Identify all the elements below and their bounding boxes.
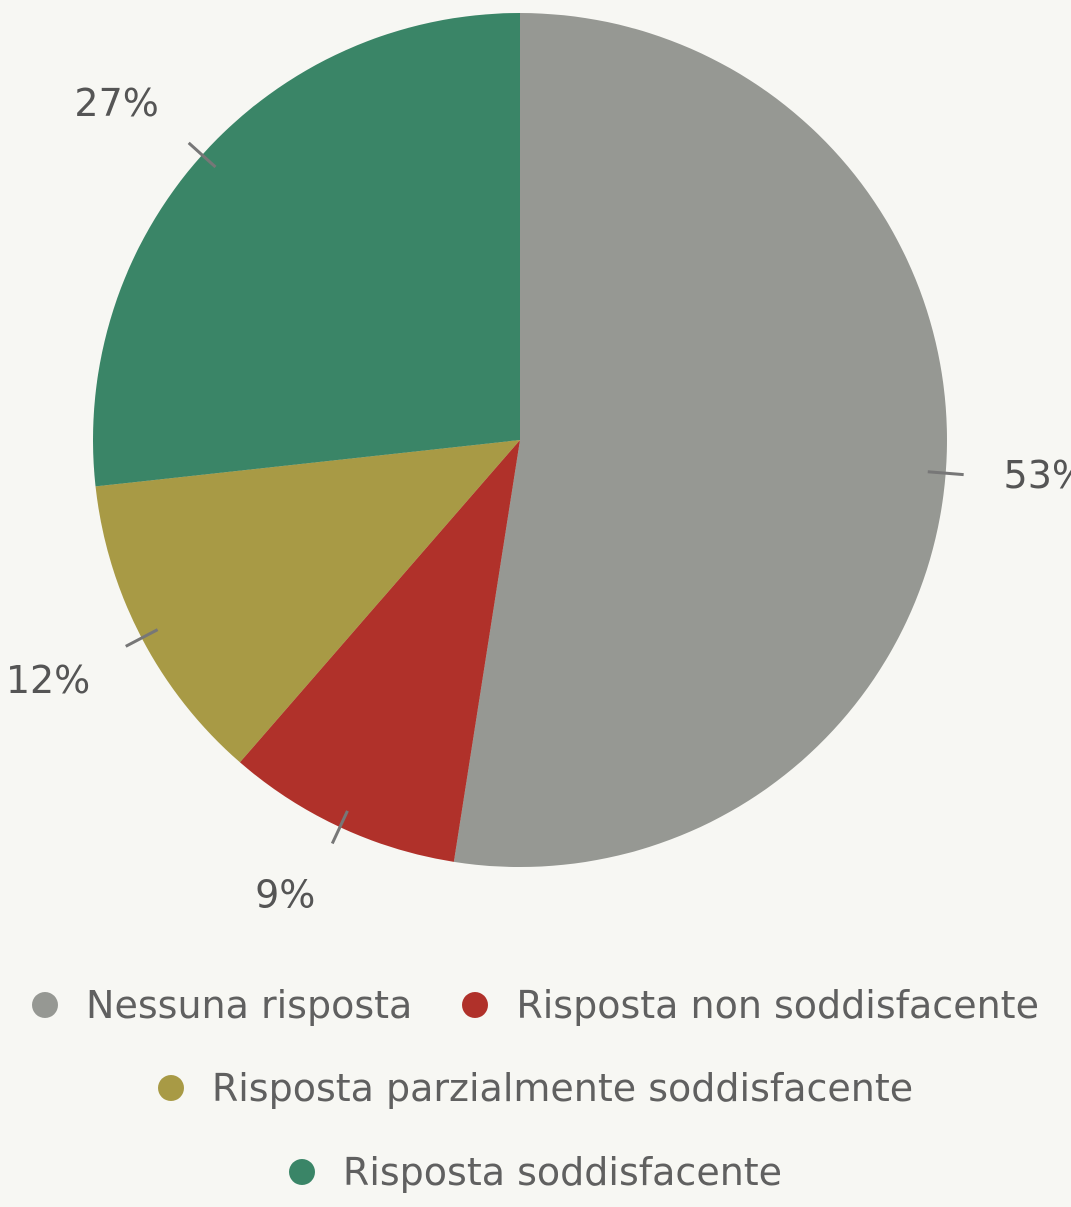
legend-row-2: Risposta parzialmente soddisfacente xyxy=(0,1053,1071,1123)
legend-swatch-risposta-parzialmente-soddisfacente xyxy=(157,1075,184,1101)
slice-label-risposta-soddisfacente: 27% xyxy=(74,81,158,125)
leader-line-risposta-non-soddisfacente xyxy=(330,810,349,845)
pie-chart-svg: 53% 9% 12% 27% xyxy=(6,13,1071,917)
legend-item-risposta-soddisfacente: Risposta soddisfacente xyxy=(288,1150,783,1194)
slice-label-nessuna-risposta: 53% xyxy=(1004,453,1071,497)
legend-label-risposta-non-soddisfacente: Risposta non soddisfacente xyxy=(516,983,1039,1027)
leader-line-nessuna-risposta xyxy=(927,470,964,477)
legend-row-1: Nessuna risposta Risposta non soddisface… xyxy=(0,970,1071,1040)
legend-swatch-nessuna-risposta xyxy=(32,992,59,1018)
legend-row-3: Risposta soddisfacente xyxy=(0,1137,1071,1207)
pie-slice-risposta-non-soddisfacente xyxy=(239,440,520,862)
slice-label-risposta-non-soddisfacente: 9% xyxy=(255,873,315,917)
legend-swatch-risposta-non-soddisfacente xyxy=(462,992,489,1018)
pie-slice-nessuna-risposta xyxy=(453,13,948,867)
pie-slice-risposta-soddisfacente xyxy=(92,13,520,487)
legend-item-nessuna-risposta: Nessuna risposta xyxy=(32,983,412,1027)
leader-line-risposta-soddisfacente xyxy=(187,141,217,169)
legend-label-nessuna-risposta: Nessuna risposta xyxy=(86,983,413,1027)
leader-line-risposta-parzialmente-soddisfacente xyxy=(125,628,159,648)
legend-label-risposta-parzialmente-soddisfacente: Risposta parzialmente soddisfacente xyxy=(211,1066,914,1110)
legend-swatch-risposta-soddisfacente xyxy=(288,1159,315,1185)
slice-label-risposta-parzialmente-soddisfacente: 12% xyxy=(6,658,90,702)
legend-item-risposta-parzialmente-soddisfacente: Risposta parzialmente soddisfacente xyxy=(157,1066,914,1110)
legend-item-risposta-non-soddisfacente: Risposta non soddisfacente xyxy=(462,983,1039,1027)
pie-slice-risposta-parzialmente-soddisfacente xyxy=(95,440,520,763)
legend-label-risposta-soddisfacente: Risposta soddisfacente xyxy=(342,1150,783,1194)
